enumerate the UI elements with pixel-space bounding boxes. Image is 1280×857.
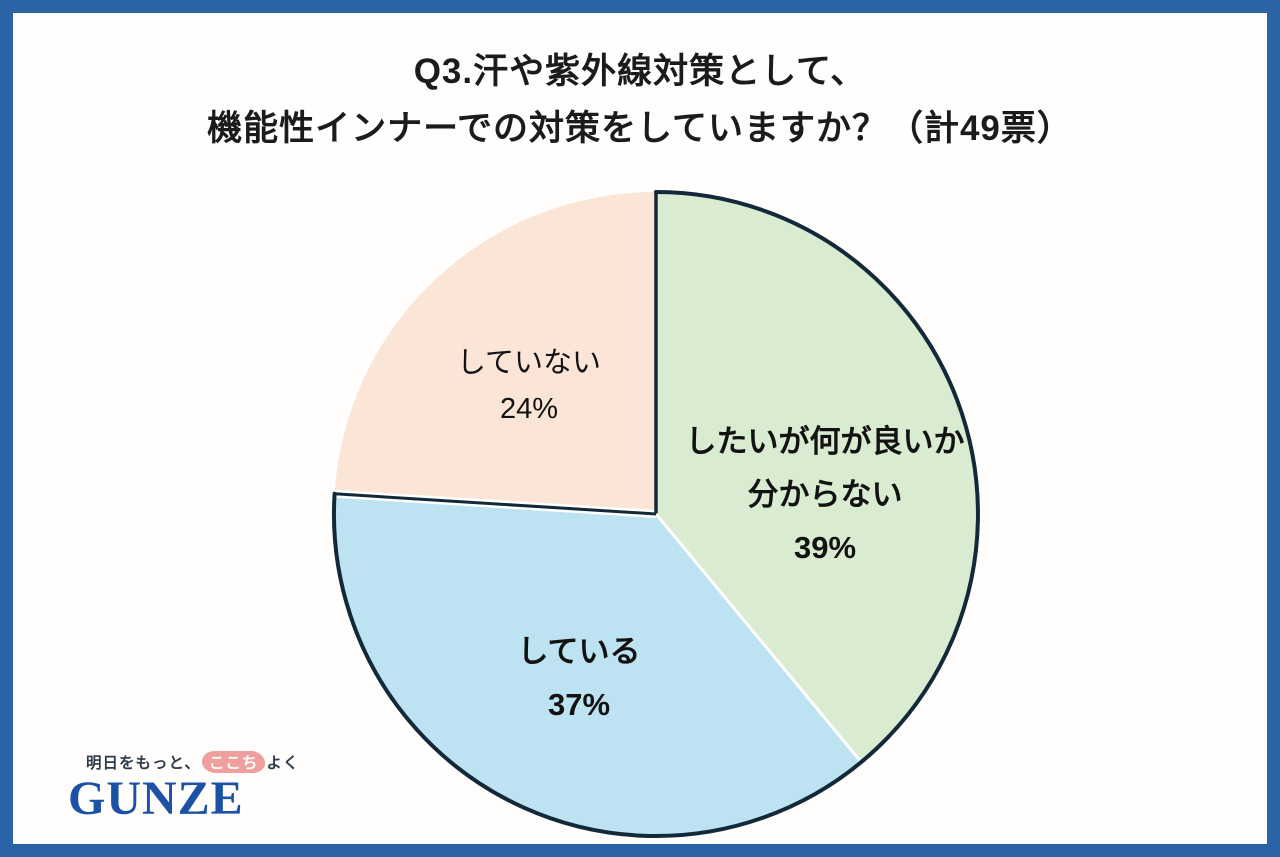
- pie-chart: [330, 188, 982, 840]
- chart-title: Q3.汗や紫外線対策として、 機能性インナーでの対策をしていますか？（計49票）: [13, 43, 1267, 157]
- pie-chart-svg: [332, 190, 980, 838]
- slice-percent-text: 37%: [547, 687, 611, 722]
- chart-title-line-1: Q3.汗や紫外線対策として、: [413, 52, 867, 91]
- slice-label-text: している: [517, 634, 641, 669]
- brand-tagline: 明日をもっと、 ここち よく: [86, 751, 299, 773]
- slice-percent-text: 39%: [793, 530, 857, 565]
- pie-slice-1: [333, 493, 862, 837]
- tagline-suffix: よく: [266, 755, 300, 772]
- slice-label-not-doing: していない 24%: [457, 340, 601, 432]
- pie-slice-2: [334, 191, 656, 514]
- gunze-logo: 明日をもっと、 ここち よく GUNZE: [68, 751, 299, 824]
- slice-label-text: したいが何が良いか: [685, 424, 965, 459]
- chart-title-line-2: 機能性インナーでの対策をしていますか？（計49票）: [207, 109, 1073, 148]
- slice-percent-text: 24%: [499, 393, 559, 425]
- tagline-highlight: ここち: [201, 751, 266, 773]
- pie-slice-0: [656, 192, 979, 763]
- slice-boundary-line: [654, 513, 863, 764]
- slice-label-text: していない: [456, 347, 602, 379]
- slice-label-doing: している 37%: [517, 625, 640, 731]
- slice-label-want-but-unsure: したいが何が良いか 分からない 39%: [686, 415, 965, 574]
- brand-wordmark: GUNZE: [68, 772, 244, 825]
- tagline-prefix: 明日をもっと、: [86, 755, 201, 772]
- slice-label-text: 分からない: [747, 477, 903, 512]
- pie-outer-outline: [332, 190, 980, 838]
- slice-boundary-line: [334, 492, 657, 516]
